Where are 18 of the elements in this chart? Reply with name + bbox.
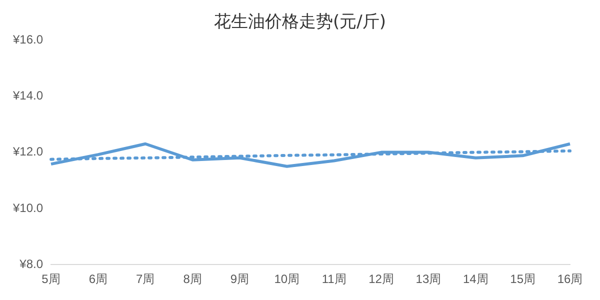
x-tick-label: 12周 — [368, 272, 394, 286]
x-tick-label: 5周 — [42, 272, 60, 286]
y-tick-label: ¥12.0 — [12, 144, 44, 159]
x-tick-label: 7周 — [136, 272, 155, 286]
x-tick-label: 15周 — [510, 272, 536, 286]
x-tick-label: 8周 — [183, 272, 202, 286]
y-tick-label: ¥8.0 — [18, 256, 44, 271]
y-tick-label: ¥14.0 — [12, 88, 44, 102]
x-tick-label: 10周 — [274, 272, 300, 286]
x-tick-label: 11周 — [322, 272, 346, 286]
x-tick-label: 13周 — [416, 272, 442, 286]
x-tick-label: 9周 — [230, 272, 250, 286]
x-tick-label: 14周 — [462, 272, 488, 286]
y-tick-label: ¥16.0 — [12, 32, 44, 46]
y-tick-label: ¥10.0 — [12, 200, 44, 215]
x-tick-label: 6周 — [88, 272, 108, 286]
chart-title: 花生油价格走势(元/斤) — [213, 11, 387, 33]
x-tick-label: 16周 — [557, 272, 583, 286]
